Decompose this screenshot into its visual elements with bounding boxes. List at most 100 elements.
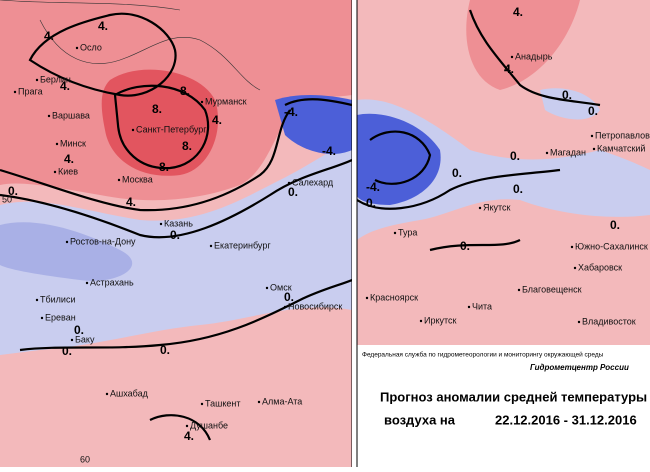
city-dot [55, 142, 59, 146]
city-dot [283, 305, 287, 309]
contour-label: 0. [284, 290, 294, 304]
contour-label: 0. [562, 88, 572, 102]
contour-label: 0. [170, 228, 180, 242]
city-dot [75, 46, 79, 50]
contour-label: 0. [288, 185, 298, 199]
city-dot [478, 206, 482, 210]
city-label: Санкт-Петербург [136, 124, 207, 134]
labels: Осло Берлин Прага Варшава Минск Киев Москва Сан… [2, 5, 650, 464]
city-label: Ашхабад [110, 388, 149, 398]
city-label: Алма-Ата [262, 396, 302, 406]
city-label: Берлин [40, 74, 71, 84]
city-dot [467, 305, 471, 309]
agency-credit: Федеральная служба по гидрометеорологии … [362, 351, 604, 359]
city-label: Баку [75, 334, 95, 344]
city-label: Иркутск [424, 315, 457, 325]
city-dot [185, 424, 189, 428]
city-dot [570, 245, 574, 249]
city-dot [590, 134, 594, 138]
city-dot [35, 78, 39, 82]
contour-label: 4. [504, 62, 514, 76]
contour-label: 8. [159, 160, 169, 174]
contour-label: 4. [184, 429, 194, 443]
city-dot [13, 90, 17, 94]
city-label: Прага [18, 86, 43, 96]
contour-label: 0. [460, 239, 470, 253]
city-label: Ташкент [205, 398, 240, 408]
city-label: Красноярск [370, 292, 418, 302]
contour-label: 4. [64, 152, 74, 166]
city-label: Ростов-на-Дону [70, 236, 136, 246]
city-dot [47, 114, 51, 118]
city-dot [517, 288, 521, 292]
city-label: Благовещенск [522, 284, 582, 294]
city-dot [265, 286, 269, 290]
city-dot [419, 319, 423, 323]
city-label: Петропавловск [595, 130, 650, 140]
city-dot [105, 392, 109, 396]
city-dot [65, 240, 69, 244]
city-label: Астрахань [90, 277, 134, 287]
city-dot [510, 55, 514, 59]
left-map [0, 0, 352, 467]
contour-label: 4. [98, 19, 108, 33]
city-dot [159, 222, 163, 226]
contour-label: 4. [513, 5, 523, 19]
contour [357, 168, 561, 210]
city-dot [70, 338, 74, 342]
city-dot [592, 147, 596, 151]
city-dot [131, 128, 135, 132]
contour-label: 0. [160, 343, 170, 357]
city-dot [53, 170, 57, 174]
cold-core [275, 95, 352, 155]
city-label: Хабаровск [578, 262, 622, 272]
city-label: Владивосток [582, 316, 636, 326]
contour [113, 84, 210, 170]
city-label: Ереван [45, 312, 76, 322]
contour-label: -4. [284, 105, 298, 119]
period: 22.12.2016 - 31.12.2016 [495, 412, 637, 427]
city-label: Магадан [550, 147, 586, 157]
city-dot [577, 320, 581, 324]
city-label: Омск [270, 282, 292, 292]
contour [468, 9, 601, 107]
contour-label: 0. [513, 182, 523, 196]
city-label: Тура [398, 227, 417, 237]
contour-label: 8. [182, 139, 192, 153]
coastline [39, 19, 261, 91]
contour-label: 4. [44, 29, 54, 43]
city-label: Салехард [292, 177, 334, 187]
city-label: Чита [472, 301, 492, 311]
right-map [357, 0, 650, 345]
city-dot [85, 281, 89, 285]
city-label: Варшава [52, 110, 90, 120]
contour-label: 4. [212, 113, 222, 127]
contour [369, 130, 432, 185]
title-line2: воздуха на [384, 412, 456, 427]
city-dot [365, 296, 369, 300]
contour-label: -4. [366, 180, 380, 194]
city-label: Якутск [483, 202, 511, 212]
city-label: Киев [58, 166, 78, 176]
city-dot [393, 231, 397, 235]
grid-label: 60 [80, 454, 90, 464]
title-line1: Прогноз аномалии средней температуры [380, 389, 647, 404]
contour-label: 0. [588, 104, 598, 118]
city-label: Анадырь [515, 51, 553, 61]
cold-band [357, 99, 650, 241]
city-label: Камчатский [597, 143, 645, 153]
center-credit: Гидрометцентр России [530, 363, 629, 372]
contour-label: 4. [126, 195, 136, 209]
contour [429, 239, 521, 252]
contour [0, 109, 291, 212]
contour-label: 0. [74, 323, 84, 337]
city-dot [117, 178, 121, 182]
grid-label: 50 [2, 194, 12, 204]
city-dot [40, 316, 44, 320]
city-dot [287, 181, 291, 185]
cold-area [540, 88, 600, 120]
city-label: Екатеринбург [214, 240, 271, 250]
city-dot [200, 402, 204, 406]
city-label: Минск [60, 138, 86, 148]
